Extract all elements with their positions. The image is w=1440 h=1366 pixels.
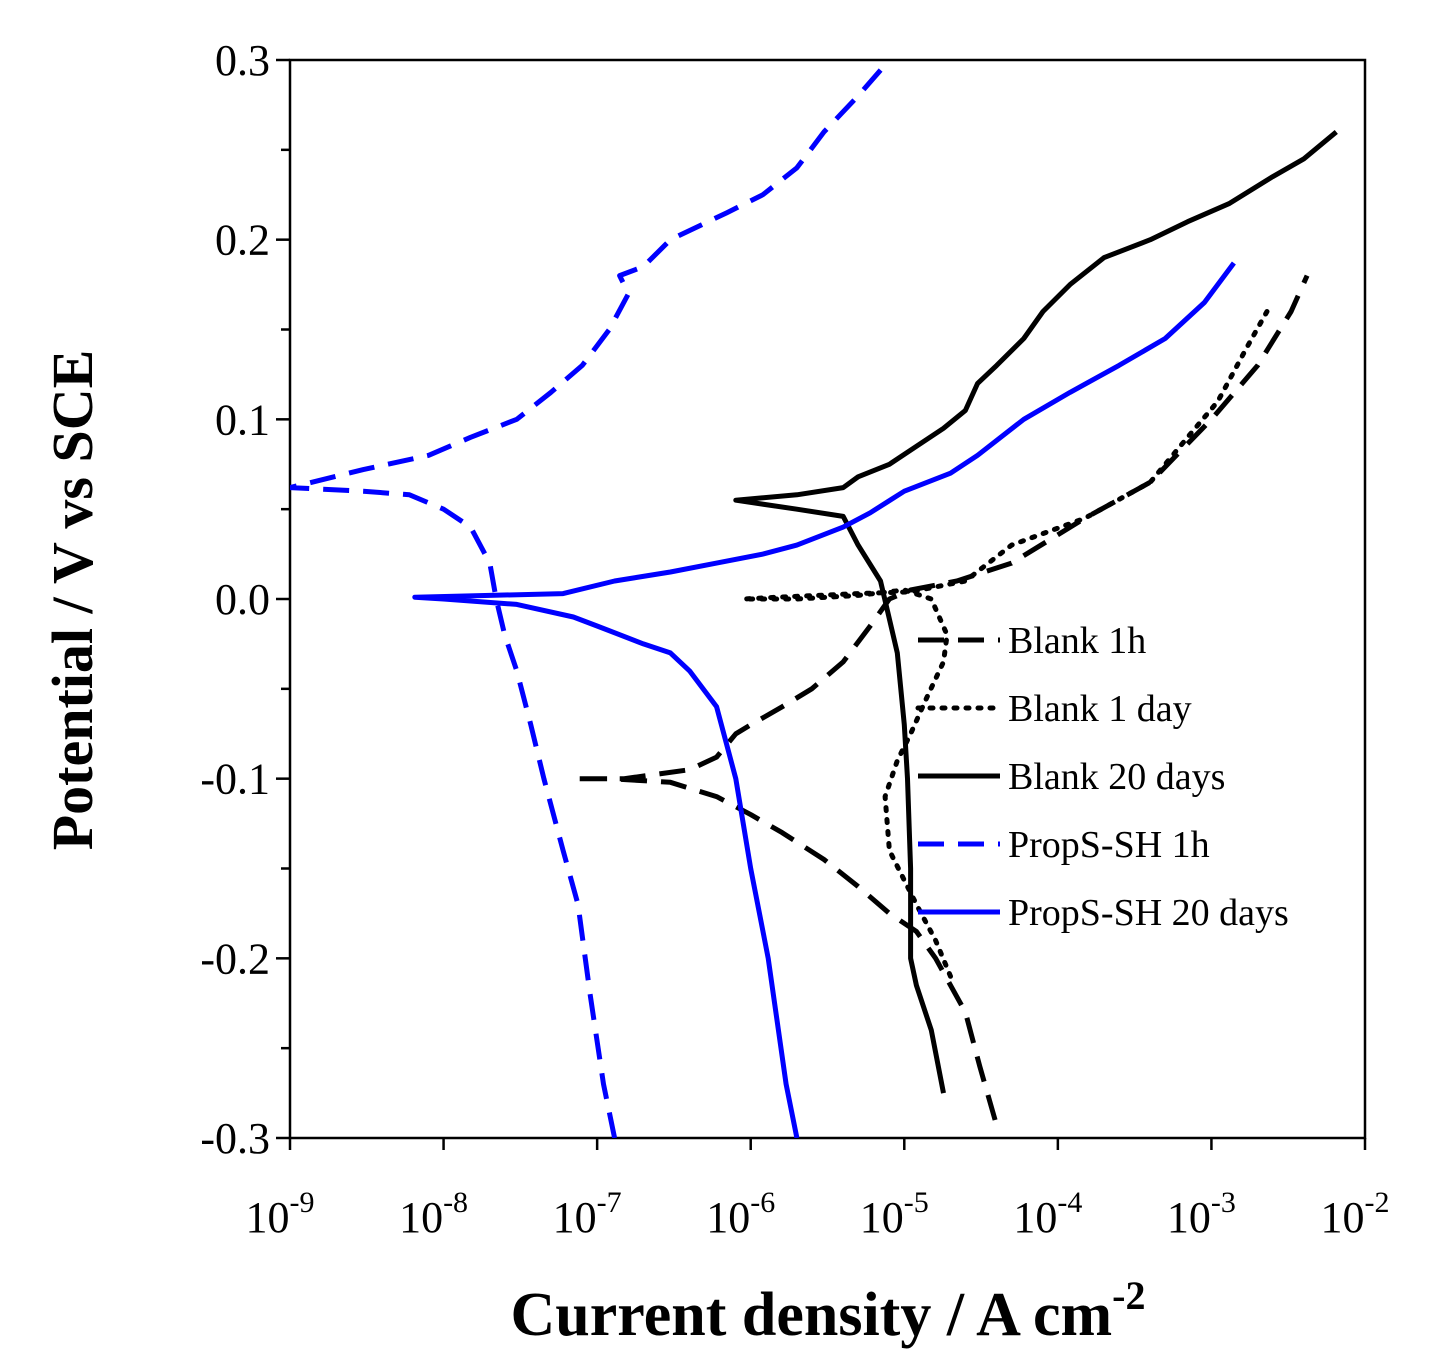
x-tick-labels: 10-9 10-8 10-7 10-6 10-5 10-4 10-3 10-2: [246, 1186, 1390, 1242]
series-line-2: [741, 309, 1270, 979]
x-tick-exponent: -4: [1057, 1186, 1082, 1219]
x-tick-label: 10-9: [246, 1186, 315, 1242]
legend-label: PropS-SH 1h: [1008, 824, 1210, 866]
x-tick-base: 10: [860, 1193, 904, 1242]
x-tick-label: 10-3: [1167, 1186, 1236, 1242]
x-tick-label: 10-7: [553, 1186, 622, 1242]
legend-label: Blank 1h: [1008, 620, 1146, 662]
x-tick-label: 10-6: [706, 1186, 775, 1242]
legend-label: PropS-SH 20 days: [1008, 892, 1289, 934]
series-line-5: [412, 261, 1236, 1138]
y-axis-title: Potential / V vs SCE: [40, 350, 105, 851]
y-tick-label: 0.1: [215, 395, 270, 444]
x-tick-base: 10: [1167, 1193, 1211, 1242]
legend-label: Blank 1 day: [1008, 688, 1192, 730]
y-tick-label: -0.1: [200, 755, 270, 804]
x-axis-title-superscript: -2: [1112, 1273, 1145, 1318]
series-lines: [290, 60, 1338, 1138]
series-line-4: [290, 60, 892, 1138]
x-tick-exponent: -9: [290, 1186, 315, 1219]
x-tick-exponent: -6: [750, 1186, 775, 1219]
series-line-1: [570, 274, 1310, 1121]
legend: Blank 1h Blank 1 day Blank 20 days PropS-SH…: [915, 620, 1289, 934]
x-axis-title: Current density / A cm-2: [511, 1273, 1146, 1349]
y-tick-label: 0.2: [215, 216, 270, 265]
x-tick-label: 10-5: [860, 1186, 929, 1242]
x-tick-exponent: -7: [597, 1186, 622, 1219]
x-tick-exponent: -5: [904, 1186, 929, 1219]
tick-marks: [276, 58, 1367, 1150]
y-tick-labels: 0.3 0.2 0.1 0.0 -0.1 -0.2 -0.3: [200, 36, 270, 1163]
x-tick-base: 10: [706, 1193, 750, 1242]
y-tick-label: -0.3: [200, 1114, 270, 1163]
x-tick-base: 10: [399, 1193, 443, 1242]
x-tick-base: 10: [1013, 1193, 1057, 1242]
legend-label: Blank 20 days: [1008, 756, 1225, 798]
x-tick-label: 10-2: [1321, 1186, 1390, 1242]
x-tick-exponent: -2: [1365, 1186, 1390, 1219]
x-tick-base: 10: [553, 1193, 597, 1242]
y-tick-label: 0.0: [215, 575, 270, 624]
y-tick-label: 0.3: [215, 36, 270, 85]
series-line-3: [733, 129, 1338, 1094]
x-tick-label: 10-8: [399, 1186, 468, 1242]
x-tick-exponent: -3: [1211, 1186, 1236, 1219]
x-tick-label: 10-4: [1013, 1186, 1082, 1242]
x-tick-base: 10: [1321, 1193, 1365, 1242]
y-tick-label: -0.2: [200, 934, 270, 983]
x-tick-exponent: -8: [443, 1186, 468, 1219]
x-axis-title-main: Current density / A cm: [511, 1281, 1113, 1349]
x-tick-base: 10: [246, 1193, 290, 1242]
